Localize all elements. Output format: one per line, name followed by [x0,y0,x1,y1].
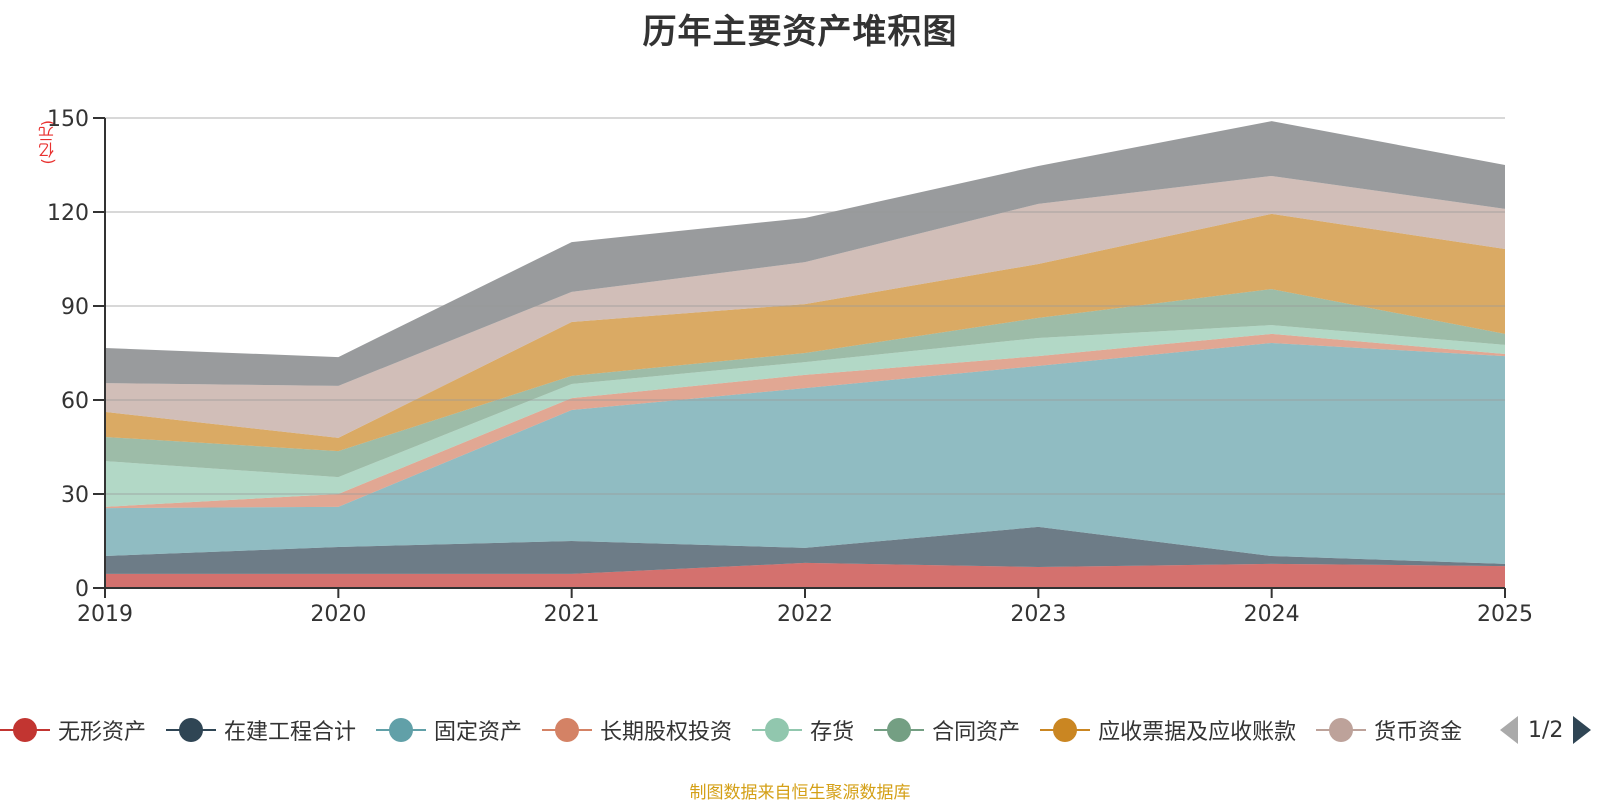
legend-marker-icon [166,717,217,743]
legend-pager: 1/2 [1500,714,1592,746]
x-tick-label: 2024 [1244,602,1300,627]
legend-label: 合同资产 [932,720,1021,745]
y-tick-label: 0 [75,577,89,602]
chart-title: 历年主要资产堆积图 [642,12,958,52]
area-series-7 [105,175,1505,438]
y-tick-label: 60 [61,389,89,414]
legend-item[interactable]: 合同资产 [874,714,1020,746]
area-series [105,121,1505,588]
y-tick-label: 150 [47,107,89,132]
area-series-1 [105,526,1505,574]
legend-item[interactable]: 固定资产 [376,714,522,746]
axes: 0 30 60 90 120 150 2019 2020 2021 2022 2023 2024 202… [47,107,1533,627]
legend-marker-icon [542,717,593,743]
y-tick-label: 120 [47,201,89,226]
data-source-note: 制图数据来自恒生聚源数据库 [689,783,911,803]
legend-label: 固定资产 [434,720,523,745]
x-tick-label: 2021 [544,602,600,627]
legend-item[interactable]: 长期股权投资 [542,714,732,746]
x-tick-label: 2020 [310,602,366,627]
area-series-8 [105,121,1505,386]
legend-item[interactable]: 应收票据及应收账款 [1040,714,1296,746]
x-tick-label: 2025 [1477,602,1533,627]
y-tick-label: 90 [61,295,89,320]
legend-label: 长期股权投资 [600,720,733,745]
pager-page-indicator: 1/2 [1528,717,1564,743]
stacked-area-chart: 0 30 60 90 120 150 2019 2020 2021 2022 2023 2024 202… [47,107,1533,627]
legend-container: 无形资产 在建工程合计 固定资产 长期股权投资 存货 合同资产 应收票据及应收账款 货币资金 [0,700,1470,750]
legend-marker-icon [1316,717,1367,743]
x-tick-label: 2023 [1010,602,1066,627]
area-series-5 [105,289,1505,478]
legend-marker-icon [874,717,925,743]
x-tick-label: 2022 [777,602,833,627]
area-series-6 [105,213,1505,452]
legend-item[interactable]: 存货 [752,714,854,746]
pager-next-arrow-icon[interactable] [1573,716,1592,744]
legend-item[interactable]: 在建工程合计 [166,714,356,746]
legend-item[interactable]: 货币资金 [1316,714,1462,746]
y-tick-label: 30 [61,483,89,508]
x-tick-label: 2019 [77,602,133,627]
legend-label: 在建工程合计 [224,720,357,745]
legend-marker-icon [1040,717,1091,743]
legend-label: 存货 [810,720,855,745]
legend-marker-icon [376,717,427,743]
legend: 无形资产 在建工程合计 固定资产 长期股权投资 存货 合同资产 应收票据及应收账款 货币资金 [0,714,1470,746]
legend-label: 无形资产 [58,720,147,745]
legend-label: 应收票据及应收账款 [1098,720,1297,745]
legend-item[interactable]: 无形资产 [0,714,146,746]
legend-marker-icon [0,717,50,743]
area-series-4 [105,325,1505,507]
area-series-2 [105,342,1505,564]
area-series-0 [105,562,1505,588]
legend-marker-icon [752,717,803,743]
legend-label: 货币资金 [1374,720,1463,745]
pager-prev-arrow-icon[interactable] [1500,716,1518,744]
